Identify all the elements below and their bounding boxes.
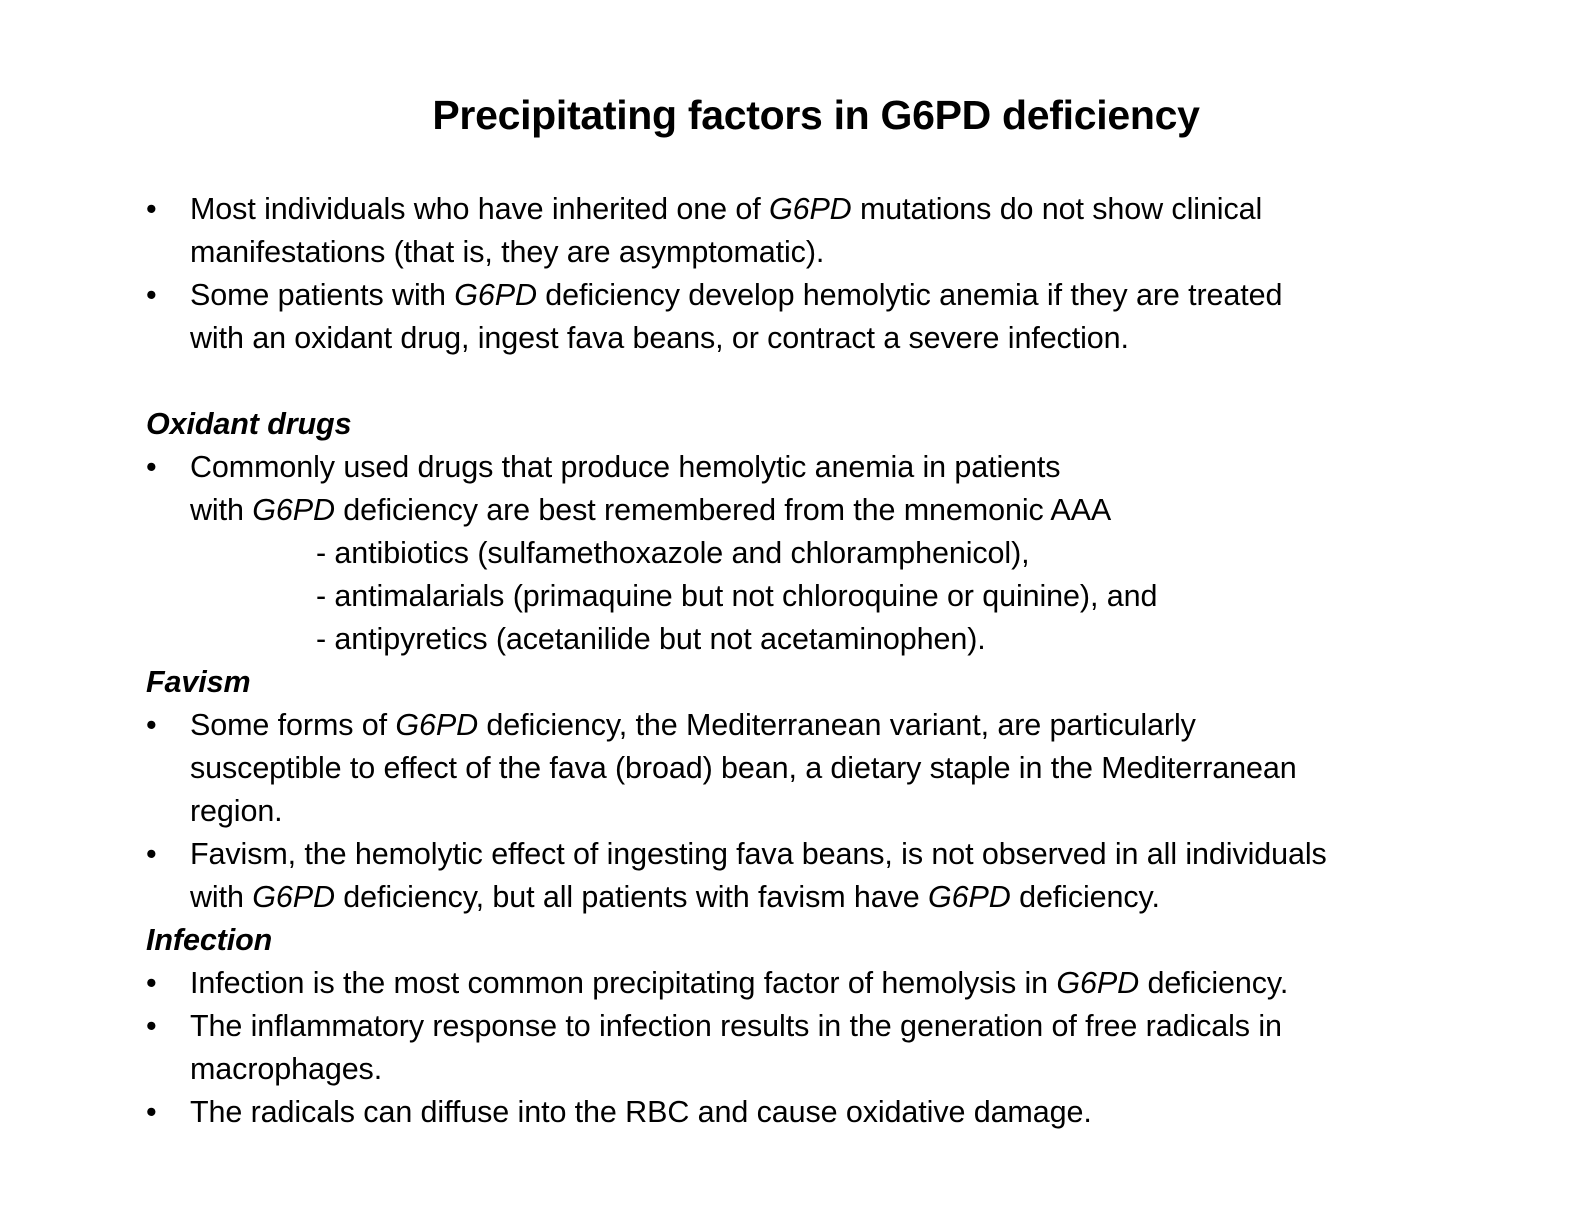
section-heading-favism: Favism — [146, 665, 251, 699]
bullet-marker: • — [146, 450, 157, 484]
infection-bullet-2: • The inflammatory response to infection… — [146, 1005, 1446, 1091]
bullet-line: Commonly used drugs that produce hemolyt… — [190, 450, 1061, 484]
text-span: deficiency. — [1139, 966, 1289, 1000]
text-span: with — [190, 493, 253, 527]
gene-name: G6PD — [928, 880, 1011, 914]
spacer — [146, 360, 1446, 403]
bullet-line: Infection is the most common precipitati… — [190, 962, 1446, 1005]
gene-name: G6PD — [395, 708, 479, 742]
infection-bullet-3: • The radicals can diffuse into the RBC … — [146, 1091, 1446, 1134]
gene-name: G6PD — [768, 192, 852, 226]
text-span: Some patients with — [190, 278, 455, 312]
text-span: deficiency, the Mediterranean variant, a… — [478, 708, 1196, 742]
oxidant-bullet-1: • Commonly used drugs that produce hemol… — [146, 446, 1446, 532]
bullet-line: manifestations (that is, they are asympt… — [190, 235, 825, 269]
text-span: Some forms of — [190, 708, 396, 742]
bullet-marker: • — [146, 708, 157, 742]
bullet-line: with G6PD deficiency are best remembered… — [190, 489, 1446, 532]
text-span: with — [190, 880, 253, 914]
text-span: deficiency are best remembered from the … — [334, 493, 1112, 527]
text-span: mutations do not show clinical — [851, 192, 1263, 226]
gene-name: G6PD — [1056, 966, 1140, 1000]
text-span: Most individuals who have inherited one … — [190, 192, 769, 226]
text-span: deficiency, but all patients with favism… — [334, 880, 929, 914]
intro-bullet-1: • Most individuals who have inherited on… — [146, 188, 1446, 274]
slide-content: • Most individuals who have inherited on… — [146, 188, 1446, 1134]
gene-name: G6PD — [252, 880, 335, 914]
section-heading-infection: Infection — [146, 923, 273, 957]
bullet-line: susceptible to effect of the fava (broad… — [190, 751, 1297, 785]
bullet-line: Some forms of G6PD deficiency, the Medit… — [190, 704, 1446, 747]
bullet-line: Most individuals who have inherited one … — [190, 188, 1446, 231]
text-span: deficiency develop hemolytic anemia if t… — [536, 278, 1283, 312]
drug-item-antibiotics: - antibiotics (sulfamethoxazole and chlo… — [316, 536, 1030, 570]
bullet-marker: • — [146, 1009, 157, 1043]
bullet-line: macrophages. — [190, 1052, 383, 1086]
bullet-marker: • — [146, 278, 157, 312]
gene-name: G6PD — [252, 493, 335, 527]
bullet-marker: • — [146, 966, 157, 1000]
drug-item-antimalarials: - antimalarials (primaquine but not chlo… — [316, 579, 1158, 613]
favism-bullet-2: • Favism, the hemolytic effect of ingest… — [146, 833, 1446, 919]
text-span: deficiency. — [1010, 880, 1160, 914]
bullet-marker: • — [146, 192, 157, 226]
bullet-line: with G6PD deficiency, but all patients w… — [190, 876, 1446, 919]
text-span: Infection is the most common precipitati… — [190, 966, 1057, 1000]
bullet-line: Favism, the hemolytic effect of ingestin… — [190, 837, 1327, 871]
bullet-line: The radicals can diffuse into the RBC an… — [190, 1095, 1092, 1129]
intro-bullet-2: • Some patients with G6PD deficiency dev… — [146, 274, 1446, 360]
bullet-line: region. — [190, 794, 283, 828]
gene-name: G6PD — [454, 278, 537, 312]
section-heading-oxidant-drugs: Oxidant drugs — [146, 407, 352, 441]
bullet-marker: • — [146, 1095, 157, 1129]
infection-bullet-1: • Infection is the most common precipita… — [146, 962, 1446, 1005]
drug-item-antipyretics: - antipyretics (acetanilide but not acet… — [316, 622, 986, 656]
favism-bullet-1: • Some forms of G6PD deficiency, the Med… — [146, 704, 1446, 833]
bullet-line: The inflammatory response to infection r… — [190, 1009, 1282, 1043]
slide-title: Precipitating factors in G6PD deficiency — [432, 92, 1200, 138]
bullet-marker: • — [146, 837, 157, 871]
bullet-line: Some patients with G6PD deficiency devel… — [190, 274, 1446, 317]
bullet-line: with an oxidant drug, ingest fava beans,… — [190, 321, 1129, 355]
